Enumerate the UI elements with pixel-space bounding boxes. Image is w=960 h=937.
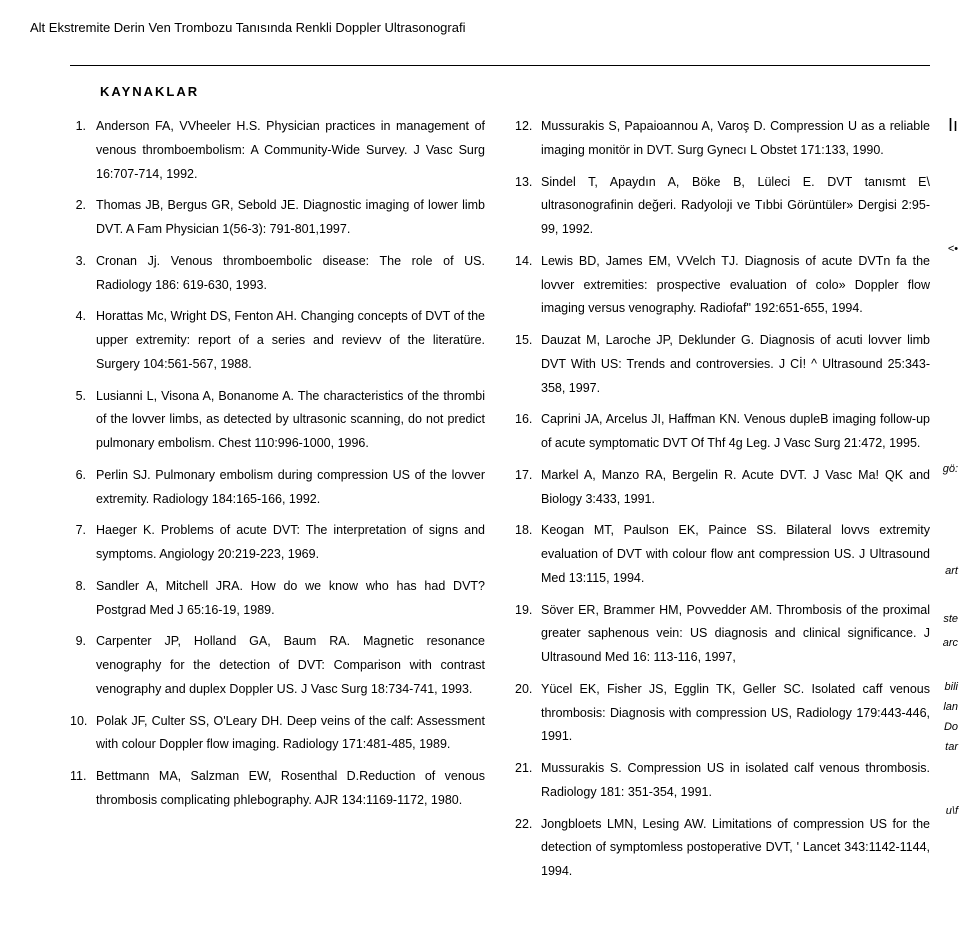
ref-text: Dauzat M, Laroche JP, Deklunder G. Diagn… <box>541 329 930 400</box>
ref-item: 3.Cronan Jj. Venous thromboembolic disea… <box>70 250 485 298</box>
margin-note: Iı <box>948 115 958 136</box>
ref-text: Sandler A, Mitchell JRA. How do we know … <box>96 575 485 623</box>
ref-text: Markel A, Manzo RA, Bergelin R. Acute DV… <box>541 464 930 512</box>
page-title: Alt Ekstremite Derin Ven Trombozu Tanısı… <box>30 20 930 35</box>
margin-note: bili <box>945 681 958 693</box>
ref-item: 4.Horattas Mc, Wright DS, Fenton AH. Cha… <box>70 305 485 376</box>
ref-number: 15. <box>515 329 541 400</box>
ref-item: 17.Markel A, Manzo RA, Bergelin R. Acute… <box>515 464 930 512</box>
ref-number: 12. <box>515 115 541 163</box>
ref-text: Keogan MT, Paulson EK, Paince SS. Bilate… <box>541 519 930 590</box>
ref-text: Mussurakis S. Compression US in isolated… <box>541 757 930 805</box>
ref-number: 17. <box>515 464 541 512</box>
margin-note: <• <box>948 243 958 255</box>
ref-item: 16.Caprini JA, Arcelus JI, Haffman KN. V… <box>515 408 930 456</box>
ref-text: Caprini JA, Arcelus JI, Haffman KN. Veno… <box>541 408 930 456</box>
right-column: 12.Mussurakis S, Papaioannou A, Varoş D.… <box>515 115 930 892</box>
ref-text: Yücel EK, Fisher JS, Egglin TK, Geller S… <box>541 678 930 749</box>
margin-note: ste <box>943 613 958 625</box>
ref-number: 14. <box>515 250 541 321</box>
ref-number: 21. <box>515 757 541 805</box>
margin-note: u\f <box>946 805 958 817</box>
ref-text: Thomas JB, Bergus GR, Sebold JE. Diagnos… <box>96 194 485 242</box>
ref-list-left: 1.Anderson FA, VVheeler H.S. Physician p… <box>70 115 485 813</box>
ref-number: 22. <box>515 813 541 884</box>
ref-item: 15.Dauzat M, Laroche JP, Deklunder G. Di… <box>515 329 930 400</box>
margin-note: lan <box>943 701 958 713</box>
ref-number: 13. <box>515 171 541 242</box>
ref-number: 2. <box>70 194 96 242</box>
ref-item: 2.Thomas JB, Bergus GR, Sebold JE. Diagn… <box>70 194 485 242</box>
ref-item: 8.Sandler A, Mitchell JRA. How do we kno… <box>70 575 485 623</box>
ref-item: 20.Yücel EK, Fisher JS, Egglin TK, Gelle… <box>515 678 930 749</box>
ref-number: 1. <box>70 115 96 186</box>
ref-text: Lewis BD, James EM, VVelch TJ. Diagnosis… <box>541 250 930 321</box>
ref-number: 16. <box>515 408 541 456</box>
ref-text: Polak JF, Culter SS, O'Leary DH. Deep ve… <box>96 710 485 758</box>
ref-text: Cronan Jj. Venous thromboembolic disease… <box>96 250 485 298</box>
ref-number: 5. <box>70 385 96 456</box>
ref-text: Haeger K. Problems of acute DVT: The int… <box>96 519 485 567</box>
ref-item: 7.Haeger K. Problems of acute DVT: The i… <box>70 519 485 567</box>
ref-item: 14.Lewis BD, James EM, VVelch TJ. Diagno… <box>515 250 930 321</box>
ref-item: 18.Keogan MT, Paulson EK, Paince SS. Bil… <box>515 519 930 590</box>
ref-item: 21.Mussurakis S. Compression US in isola… <box>515 757 930 805</box>
ref-item: 10.Polak JF, Culter SS, O'Leary DH. Deep… <box>70 710 485 758</box>
ref-item: 11.Bettmann MA, Salzman EW, Rosenthal D.… <box>70 765 485 813</box>
margin-note: arc <box>943 637 958 649</box>
ref-item: 12.Mussurakis S, Papaioannou A, Varoş D.… <box>515 115 930 163</box>
ref-item: 5.Lusianni L, Visona A, Bonanome A. The … <box>70 385 485 456</box>
ref-number: 3. <box>70 250 96 298</box>
margin-note: gö: <box>943 463 958 475</box>
ref-text: Anderson FA, VVheeler H.S. Physician pra… <box>96 115 485 186</box>
reference-columns: 1.Anderson FA, VVheeler H.S. Physician p… <box>70 115 930 892</box>
ref-number: 6. <box>70 464 96 512</box>
margin-note: tar <box>945 741 958 753</box>
ref-number: 19. <box>515 599 541 670</box>
ref-text: Lusianni L, Visona A, Bonanome A. The ch… <box>96 385 485 456</box>
ref-list-right: 12.Mussurakis S, Papaioannou A, Varoş D.… <box>515 115 930 884</box>
ref-text: Horattas Mc, Wright DS, Fenton AH. Chang… <box>96 305 485 376</box>
ref-number: 9. <box>70 630 96 701</box>
ref-item: 19.Söver ER, Brammer HM, Povvedder AM. T… <box>515 599 930 670</box>
ref-text: Carpenter JP, Holland GA, Baum RA. Magne… <box>96 630 485 701</box>
ref-number: 11. <box>70 765 96 813</box>
ref-number: 10. <box>70 710 96 758</box>
title-rule <box>70 65 930 66</box>
ref-number: 18. <box>515 519 541 590</box>
ref-number: 8. <box>70 575 96 623</box>
ref-text: Bettmann MA, Salzman EW, Rosenthal D.Red… <box>96 765 485 813</box>
ref-number: 4. <box>70 305 96 376</box>
ref-item: 1.Anderson FA, VVheeler H.S. Physician p… <box>70 115 485 186</box>
left-column: 1.Anderson FA, VVheeler H.S. Physician p… <box>70 115 485 892</box>
ref-item: 22.Jongbloets LMN, Lesing AW. Limitation… <box>515 813 930 884</box>
section-heading: KAYNAKLAR <box>100 84 930 99</box>
ref-text: Mussurakis S, Papaioannou A, Varoş D. Co… <box>541 115 930 163</box>
ref-item: 13.Sindel T, Apaydın A, Böke B, Lüleci E… <box>515 171 930 242</box>
ref-text: Perlin SJ. Pulmonary embolism during com… <box>96 464 485 512</box>
ref-text: Sindel T, Apaydın A, Böke B, Lüleci E. D… <box>541 171 930 242</box>
ref-text: Jongbloets LMN, Lesing AW. Limitations o… <box>541 813 930 884</box>
ref-item: 9.Carpenter JP, Holland GA, Baum RA. Mag… <box>70 630 485 701</box>
margin-note: Do <box>944 721 958 733</box>
margin-note: art <box>945 565 958 577</box>
ref-number: 20. <box>515 678 541 749</box>
ref-text: Söver ER, Brammer HM, Povvedder AM. Thro… <box>541 599 930 670</box>
ref-item: 6.Perlin SJ. Pulmonary embolism during c… <box>70 464 485 512</box>
ref-number: 7. <box>70 519 96 567</box>
